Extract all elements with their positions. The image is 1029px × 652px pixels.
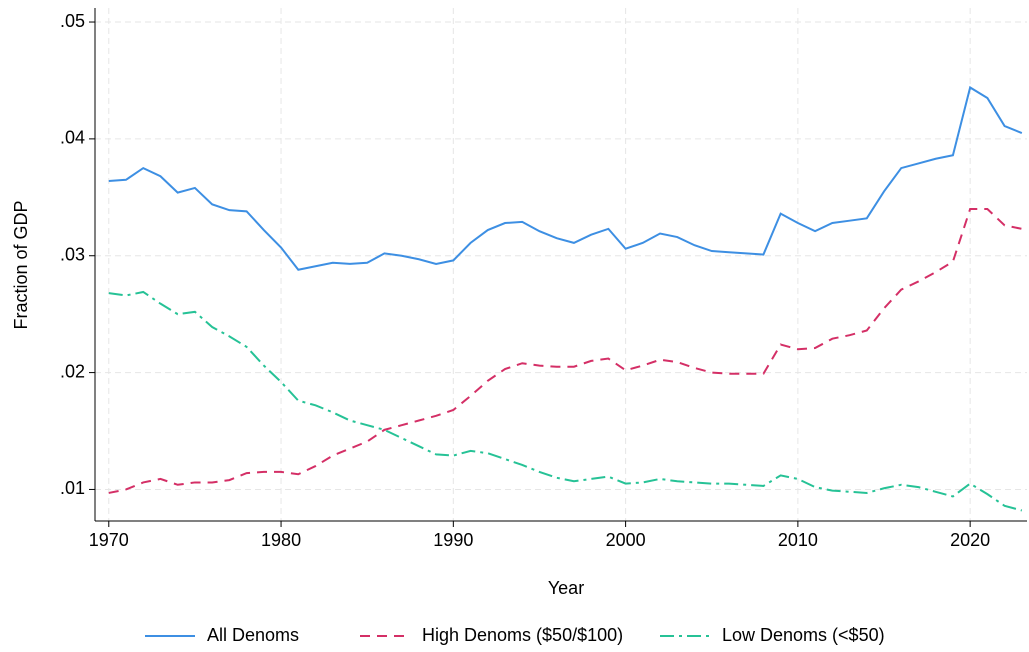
y-axis-label: Fraction of GDP bbox=[11, 200, 31, 329]
y-tick-label: .04 bbox=[60, 128, 85, 148]
legend-label: High Denoms ($50/$100) bbox=[422, 625, 623, 645]
x-tick-label: 2010 bbox=[778, 530, 818, 550]
x-tick-label: 1980 bbox=[261, 530, 301, 550]
y-tick-label: .01 bbox=[60, 478, 85, 498]
y-tick-label: .05 bbox=[60, 11, 85, 31]
y-tick-label: .02 bbox=[60, 361, 85, 381]
x-tick-label: 2000 bbox=[606, 530, 646, 550]
legend-label: All Denoms bbox=[207, 625, 299, 645]
x-tick-label: 1970 bbox=[89, 530, 129, 550]
x-tick-label: 2020 bbox=[950, 530, 990, 550]
x-axis-label: Year bbox=[548, 578, 584, 598]
x-tick-label: 1990 bbox=[433, 530, 473, 550]
series-line bbox=[108, 85, 1023, 271]
legend-label: Low Denoms (<$50) bbox=[722, 625, 885, 645]
y-tick-label: .03 bbox=[60, 244, 85, 264]
series-line bbox=[108, 290, 1023, 512]
series-line bbox=[108, 207, 1023, 494]
